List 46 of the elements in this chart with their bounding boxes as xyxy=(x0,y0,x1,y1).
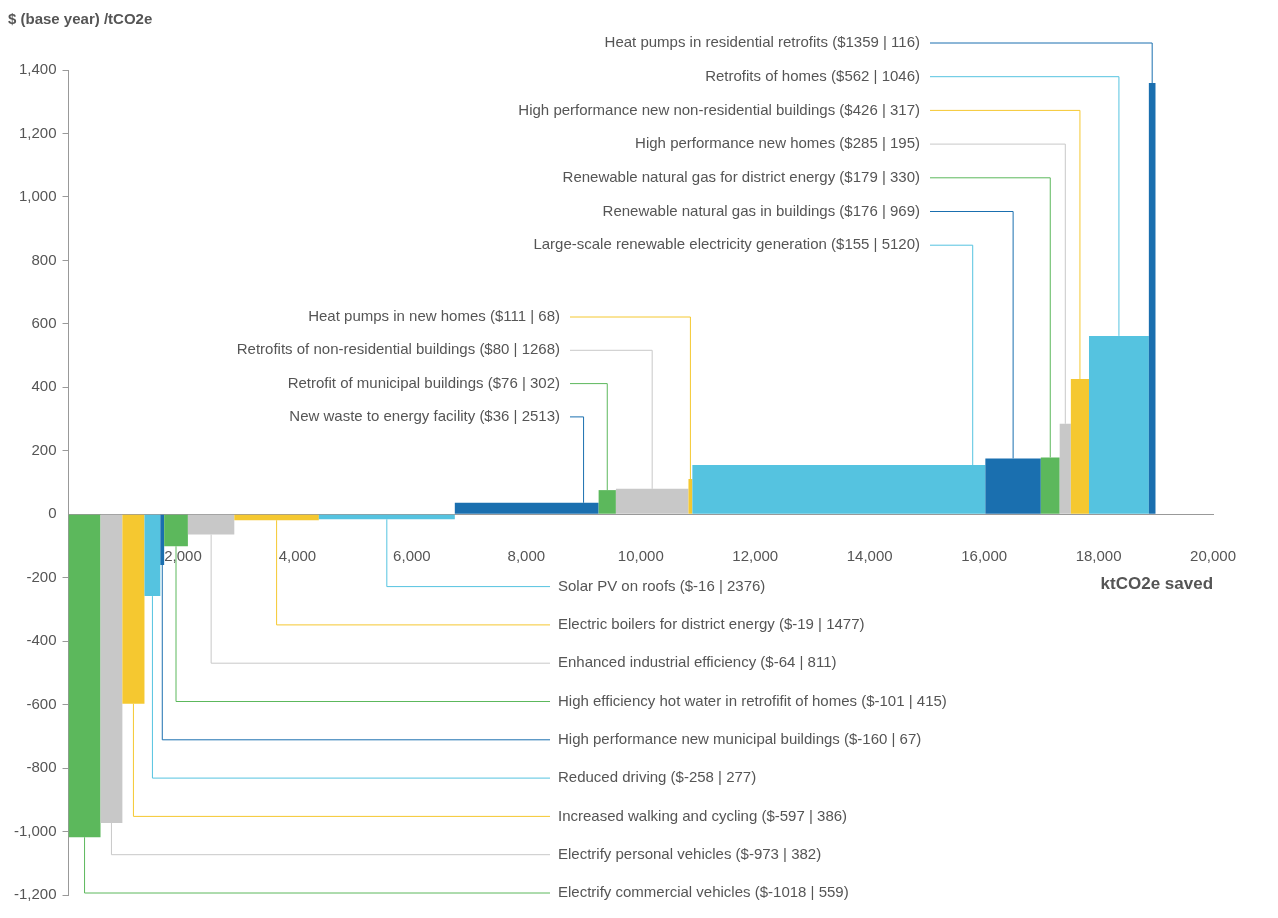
x-tick-label: 2,000 xyxy=(164,547,202,565)
annotation: Retrofits of non-residential buildings ($80 | 1268) xyxy=(236,340,560,358)
annotation: Enhanced industrial efficiency ($-64 | 811) xyxy=(558,653,837,671)
x-axis-title: ktCO2e saved xyxy=(1100,574,1214,594)
annotation: Renewable natural gas in buildings ($176 | 969) xyxy=(602,201,920,219)
annotation: Solar PV on roofs ($-16 | 2376) xyxy=(558,576,766,594)
annotation: High efficiency hot water in retrofifit of homes ($-101 | 415) xyxy=(558,691,947,709)
annotation: Electric boilers for district energy ($-19 | 1477) xyxy=(558,615,865,633)
x-tick-label: 4,000 xyxy=(278,547,317,565)
y-tick-label: -600 xyxy=(26,694,57,712)
y-tick-label: -200 xyxy=(26,567,57,585)
annotation: Electrify personal vehicles ($-973 | 382) xyxy=(558,844,822,862)
annotation: Heat pumps in residential retrofits ($1359 | 116) xyxy=(604,33,920,51)
annotation: Electrify commercial vehicles ($-1018 | 559) xyxy=(558,883,849,901)
y-tick-label: -800 xyxy=(26,758,57,776)
annotation: Retrofits of homes ($562 | 1046) xyxy=(705,66,920,84)
y-tick-label: 1,000 xyxy=(18,187,57,205)
annotation: High performance new homes ($285 | 195) xyxy=(635,134,920,152)
x-tick-label: 14,000 xyxy=(846,547,893,565)
y-tick-label: 800 xyxy=(31,250,57,268)
y-tick-label: 400 xyxy=(31,377,57,395)
x-tick-label: 10,000 xyxy=(617,547,664,565)
y-tick-label: 0 xyxy=(48,504,57,522)
x-tick-label: 20,000 xyxy=(1190,547,1237,565)
y-tick-label: 1,200 xyxy=(18,123,57,141)
annotation: Renewable natural gas for district energy ($179 | 330) xyxy=(562,167,920,185)
x-tick-label: 6,000 xyxy=(393,547,431,565)
x-tick-label: 18,000 xyxy=(1075,547,1122,565)
annotation: High performance new municipal buildings ($-160 | 67) xyxy=(558,729,922,747)
annotation: Large-scale renewable electricity generation ($155 | 5120) xyxy=(533,235,920,253)
x-tick-label: 12,000 xyxy=(732,547,779,565)
x-tick-label: 8,000 xyxy=(507,547,546,565)
y-tick-label: -1,200 xyxy=(13,885,57,903)
y-tick-label: 1,400 xyxy=(18,60,57,78)
x-tick-label: 16,000 xyxy=(961,547,1008,565)
y-tick-label: -1,000 xyxy=(13,821,57,839)
y-tick-label: 600 xyxy=(31,313,57,331)
annotation: Reduced driving ($-258 | 277) xyxy=(558,768,757,786)
annotation: Heat pumps in new homes ($111 | 68) xyxy=(308,307,560,325)
annotation: Increased walking and cycling ($-597 | 386) xyxy=(558,806,848,824)
y-tick-label: 200 xyxy=(31,440,57,458)
annotation: High performance new non-residential buildings ($426 | 317) xyxy=(518,100,920,118)
y-tick-label: -400 xyxy=(26,631,57,649)
annotation: Retrofit of municipal buildings ($76 | 302) xyxy=(287,373,560,391)
annotation: New waste to energy facility ($36 | 2513) xyxy=(289,407,560,425)
y-axis-title: $ (base year) /tCO2e xyxy=(8,9,153,27)
